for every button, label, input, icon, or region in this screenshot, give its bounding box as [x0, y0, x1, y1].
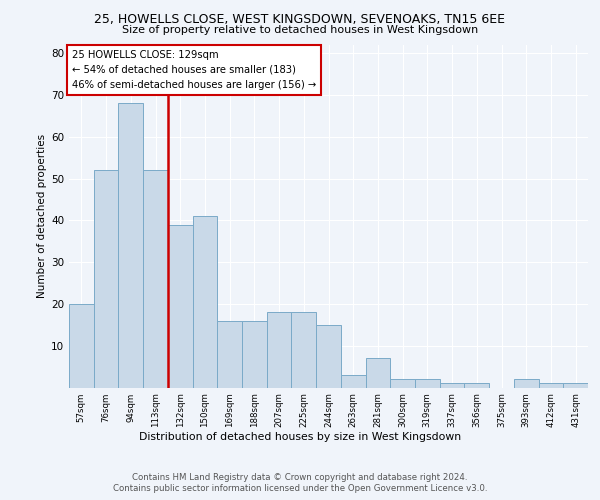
Bar	[242, 320, 267, 388]
Bar	[267, 312, 292, 388]
Text: Size of property relative to detached houses in West Kingsdown: Size of property relative to detached ho…	[122, 25, 478, 35]
Bar	[69, 304, 94, 388]
Bar	[464, 384, 489, 388]
Bar	[563, 384, 588, 388]
Bar	[390, 379, 415, 388]
Bar	[440, 384, 464, 388]
Text: Contains HM Land Registry data © Crown copyright and database right 2024.: Contains HM Land Registry data © Crown c…	[132, 472, 468, 482]
Bar	[292, 312, 316, 388]
Bar	[143, 170, 168, 388]
Bar	[539, 384, 563, 388]
Bar	[168, 224, 193, 388]
Text: 25 HOWELLS CLOSE: 129sqm
← 54% of detached houses are smaller (183)
46% of semi-: 25 HOWELLS CLOSE: 129sqm ← 54% of detach…	[71, 50, 316, 90]
Text: Distribution of detached houses by size in West Kingsdown: Distribution of detached houses by size …	[139, 432, 461, 442]
Bar	[341, 375, 365, 388]
Bar	[118, 104, 143, 388]
Y-axis label: Number of detached properties: Number of detached properties	[37, 134, 47, 298]
Text: 25, HOWELLS CLOSE, WEST KINGSDOWN, SEVENOAKS, TN15 6EE: 25, HOWELLS CLOSE, WEST KINGSDOWN, SEVEN…	[95, 12, 505, 26]
Bar	[193, 216, 217, 388]
Bar	[365, 358, 390, 388]
Bar	[217, 320, 242, 388]
Bar	[415, 379, 440, 388]
Text: Contains public sector information licensed under the Open Government Licence v3: Contains public sector information licen…	[113, 484, 487, 493]
Bar	[94, 170, 118, 388]
Bar	[514, 379, 539, 388]
Bar	[316, 325, 341, 388]
